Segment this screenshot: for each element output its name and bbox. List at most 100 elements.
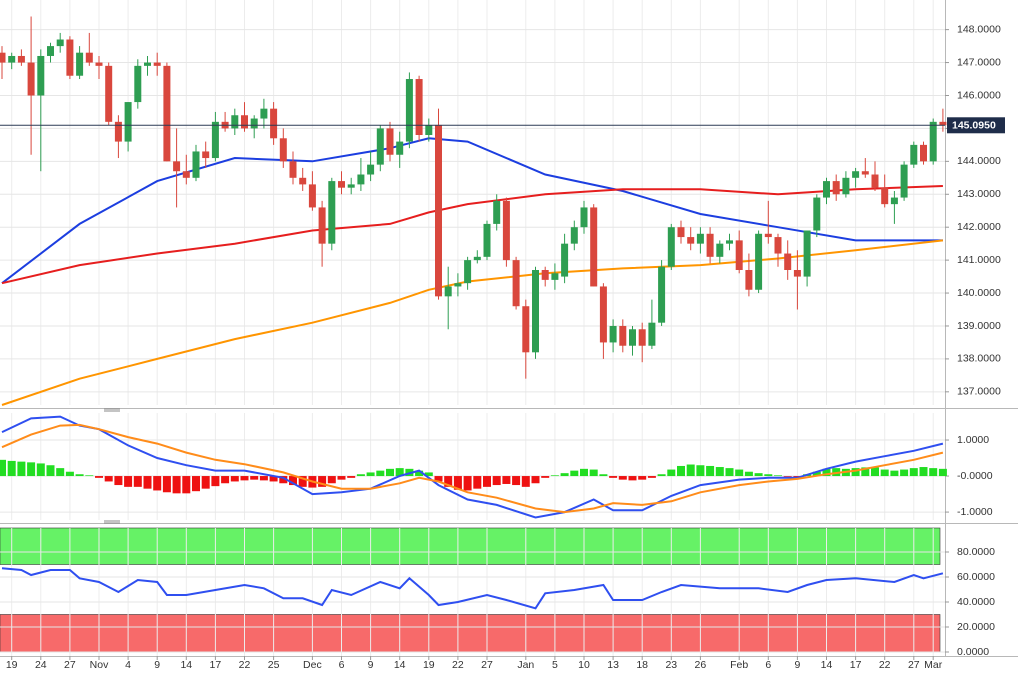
candle-body (66, 39, 74, 76)
candle-body (241, 115, 248, 129)
panel-handle[interactable] (104, 408, 120, 524)
histogram-bar (706, 465, 715, 477)
histogram-bar (250, 476, 259, 480)
candle-body (599, 286, 607, 343)
zone (0, 527, 941, 565)
candle-body (745, 270, 753, 290)
zone (0, 614, 941, 653)
histogram-bar (201, 476, 210, 489)
candle-body (444, 286, 452, 297)
histogram-bar (861, 467, 870, 477)
candle-body (512, 260, 520, 307)
candle-body (464, 260, 472, 284)
candle-body (173, 161, 181, 172)
x-tick-label: 14 (180, 659, 192, 671)
candle-body (726, 240, 733, 244)
histogram-bar (386, 468, 394, 477)
x-tick-label: 9 (794, 659, 800, 671)
candle-body (658, 266, 666, 323)
histogram-bar (318, 476, 327, 487)
y-tick-label: 60.0000 (957, 571, 995, 583)
candle-body (289, 161, 297, 178)
candle-body (532, 270, 539, 353)
candle-body (318, 207, 326, 244)
candle-body (153, 62, 161, 66)
candle-body (483, 223, 491, 257)
line (1, 423, 944, 514)
histogram-bar (65, 471, 74, 477)
candle-body (56, 39, 64, 47)
last-price-label: 145.0950 (952, 120, 996, 132)
x-tick-label: 22 (879, 659, 891, 671)
candle-body (454, 283, 462, 287)
x-tick-label: 13 (607, 659, 619, 671)
candle-body (85, 52, 93, 63)
candle-body (76, 52, 84, 76)
candle-body (376, 128, 384, 165)
candle-body (425, 125, 433, 135)
histogram-bar (512, 476, 521, 486)
x-tick-label: 22 (452, 659, 464, 671)
histogram-bar (366, 472, 375, 477)
candle-body (677, 227, 685, 238)
candle-body (609, 325, 617, 343)
histogram-bar (725, 468, 734, 477)
histogram-bar (764, 474, 773, 477)
histogram-bar (7, 460, 16, 477)
y-tick-label: -1.0000 (957, 506, 993, 518)
histogram-bar (502, 476, 511, 484)
histogram-bar (871, 467, 879, 477)
candle-body (37, 55, 45, 96)
histogram-bar (17, 461, 26, 477)
histogram-bar (647, 476, 656, 478)
candle-body (396, 141, 404, 155)
candle-body (570, 227, 578, 244)
x-tick-label: 14 (394, 659, 406, 671)
histogram-bar (609, 476, 618, 478)
candle-body (920, 144, 927, 162)
y-tick-label: 140.0000 (957, 287, 1001, 299)
candle-body (347, 184, 355, 188)
histogram-bar (638, 476, 647, 480)
y-tick-label: 144.0000 (957, 155, 1001, 167)
candle-body (861, 171, 869, 175)
y-tick-label: -0.0000 (957, 470, 993, 482)
x-tick-label: 17 (850, 659, 862, 671)
candle-body (648, 322, 656, 346)
candle-body (716, 243, 724, 257)
candle-body (435, 125, 442, 297)
histogram-bar (812, 471, 821, 477)
histogram-bar (230, 476, 239, 482)
histogram-bar (754, 473, 763, 477)
candle-body (696, 233, 704, 244)
x-tick-label: 24 (35, 659, 47, 671)
x-tick-label: 27 (64, 659, 76, 671)
candle-body (493, 200, 501, 224)
histogram-bar (599, 474, 608, 477)
panel: 137.0000 138.0000 139.0000 140.0000 141.0000… (0, 0, 1005, 406)
histogram-bar (483, 476, 491, 487)
x-tick-label: 14 (821, 659, 833, 671)
candle-body (774, 237, 782, 254)
candle-body (192, 151, 200, 178)
y-tick-label: 142.0000 (957, 221, 1001, 233)
candle-body (105, 65, 113, 122)
x-tick-label: Feb (730, 659, 748, 671)
histogram-bar (56, 468, 65, 477)
histogram-bar (424, 472, 433, 477)
candle-body (415, 79, 423, 135)
y-tick-label: 137.0000 (957, 386, 1001, 398)
histogram-bar (570, 470, 579, 477)
y-tick-label: 40.0000 (957, 596, 995, 608)
histogram-bar (289, 476, 297, 486)
histogram-bar (492, 476, 501, 486)
histogram-bar (46, 465, 55, 477)
candle-body (755, 233, 763, 290)
candle-body (629, 329, 636, 346)
histogram-bar (259, 476, 268, 481)
candle-body (250, 118, 258, 129)
y-tick-label: 138.0000 (957, 353, 1001, 365)
candle-body (308, 184, 316, 208)
candle-body (784, 253, 792, 270)
last-price-box (947, 117, 1005, 134)
